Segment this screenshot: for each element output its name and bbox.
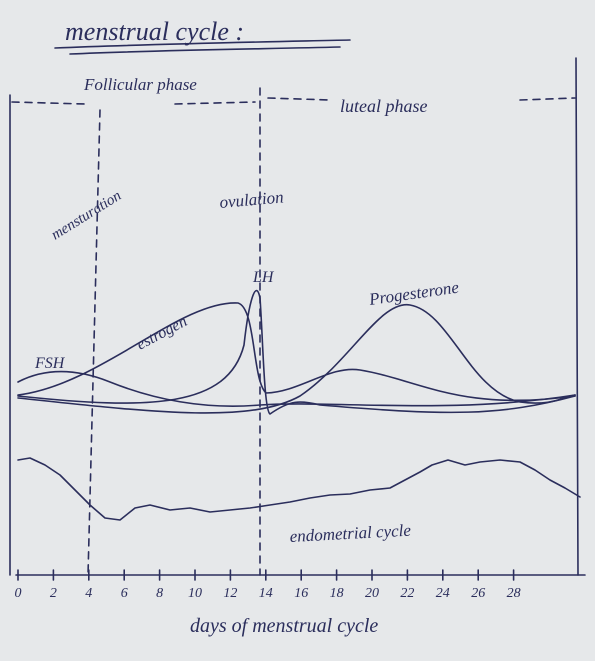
tick-label: 12 [223,586,237,601]
tick-label: 10 [188,586,202,601]
tick-label: 4 [85,586,92,601]
tick-label: 18 [330,586,344,601]
lh-curve [17,290,576,415]
fsh-curve [17,370,576,407]
title-underline [54,39,351,55]
progesterone-curve [17,304,576,414]
follicular-phase-label: Follicular phase [83,75,197,94]
tick-label: 2 [50,586,57,601]
tick-label: 26 [471,586,485,601]
tick-label: 20 [365,586,379,601]
tick-label: 8 [156,586,163,601]
tick-label: 28 [507,586,521,601]
luteal-phase-label: luteal phase [340,96,428,116]
follicular-line [87,109,101,576]
tick-label: 14 [259,586,273,601]
lh-label: LH [252,269,275,286]
x-ticks: 0 2 4 6 8 10 12 14 16 18 20 22 24 26 28 [15,569,521,601]
x-axis-label: days of menstrual cycle [190,615,378,637]
tick-label: 24 [436,586,450,601]
tick-label: 16 [294,586,308,601]
tick-label: 22 [400,586,414,601]
tick-label: 6 [121,586,128,601]
title: menstrual cycle : [65,17,244,46]
endometrium-curve [17,457,581,521]
tick-label: 0 [15,586,22,601]
frame [9,57,579,576]
fsh-label: FSH [34,355,66,372]
phase-divider [11,97,576,105]
